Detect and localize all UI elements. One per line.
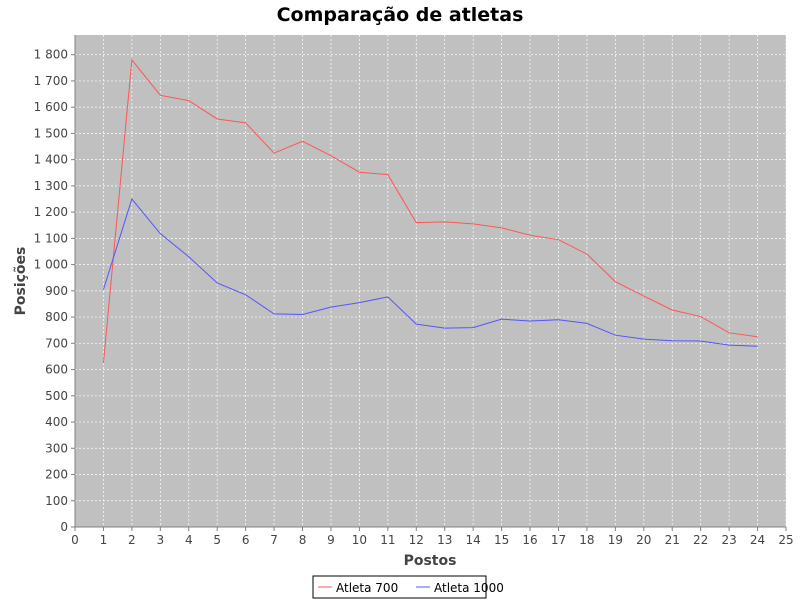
x-tick-label: 24 (750, 533, 765, 547)
x-tick-label: 22 (693, 533, 708, 547)
x-tick-label: 19 (608, 533, 623, 547)
y-tick-label: 1 500 (34, 126, 68, 140)
y-tick-label: 0 (60, 520, 68, 534)
legend-label: Atleta 700 (336, 581, 398, 595)
series-line-atleta-700 (102, 58, 758, 364)
gridlines (74, 35, 787, 528)
x-tick-label: 7 (270, 533, 278, 547)
x-axis-label: Postos (404, 553, 457, 569)
y-tick-label: 700 (45, 336, 68, 350)
y-tick-label: 1 700 (34, 74, 68, 88)
x-tick-label: 6 (242, 533, 250, 547)
y-tick-label: 300 (45, 441, 68, 455)
axes: 0 1 2 3 4 5 6 7 8 9 10 11 12 13 14 15 16 17 18 19 20 21 22 23 24… (34, 35, 794, 547)
y-tick-label: 200 (45, 468, 68, 482)
y-tick-label: 500 (45, 389, 68, 403)
x-tick-label: 20 (636, 533, 651, 547)
x-tick-label: 3 (156, 533, 164, 547)
x-tick-label: 12 (409, 533, 424, 547)
x-tick-label: 2 (128, 533, 136, 547)
y-tick-label: 1 400 (34, 153, 68, 167)
x-tick-label: 23 (721, 533, 736, 547)
legend: Atleta 700 Atleta 1000 (312, 575, 504, 599)
y-tick-label: 400 (45, 415, 68, 429)
y-axis-label: Posições (13, 247, 29, 316)
x-tick-label: 10 (352, 533, 367, 547)
x-tick-label: 8 (299, 533, 307, 547)
x-tick-label: 15 (494, 533, 509, 547)
y-tick-label: 1 300 (34, 179, 68, 193)
y-tick-label: 1 100 (34, 231, 68, 245)
x-tick-label: 5 (213, 533, 221, 547)
x-tick-label: 13 (437, 533, 452, 547)
x-tick-label: 0 (71, 533, 79, 547)
legend-label: Atleta 1000 (434, 581, 504, 595)
y-tick-label: 800 (45, 310, 68, 324)
x-tick-label: 14 (466, 533, 481, 547)
y-tick-label: 900 (45, 284, 68, 298)
x-tick-label: 9 (327, 533, 335, 547)
y-tick-label: 1 800 (34, 48, 68, 62)
series-line-atleta-1000 (102, 197, 758, 347)
x-tick-label: 1 (100, 533, 108, 547)
y-tick-label: 600 (45, 363, 68, 377)
y-tick-label: 1 200 (34, 205, 68, 219)
y-tick-label: 1 600 (34, 100, 68, 114)
legend-box (312, 575, 487, 599)
y-tick-label: 100 (45, 494, 68, 508)
x-tick-label: 18 (579, 533, 594, 547)
x-tick-label: 4 (185, 533, 193, 547)
y-tick-label: 1 000 (34, 258, 68, 272)
x-tick-label: 11 (380, 533, 395, 547)
plot-area (75, 35, 786, 527)
x-tick-label: 21 (665, 533, 680, 547)
x-tick-label: 25 (778, 533, 793, 547)
series-layer (102, 58, 758, 364)
x-tick-label: 16 (522, 533, 537, 547)
chart-title: Comparação de atletas (277, 4, 524, 26)
x-tick-label: 17 (551, 533, 566, 547)
